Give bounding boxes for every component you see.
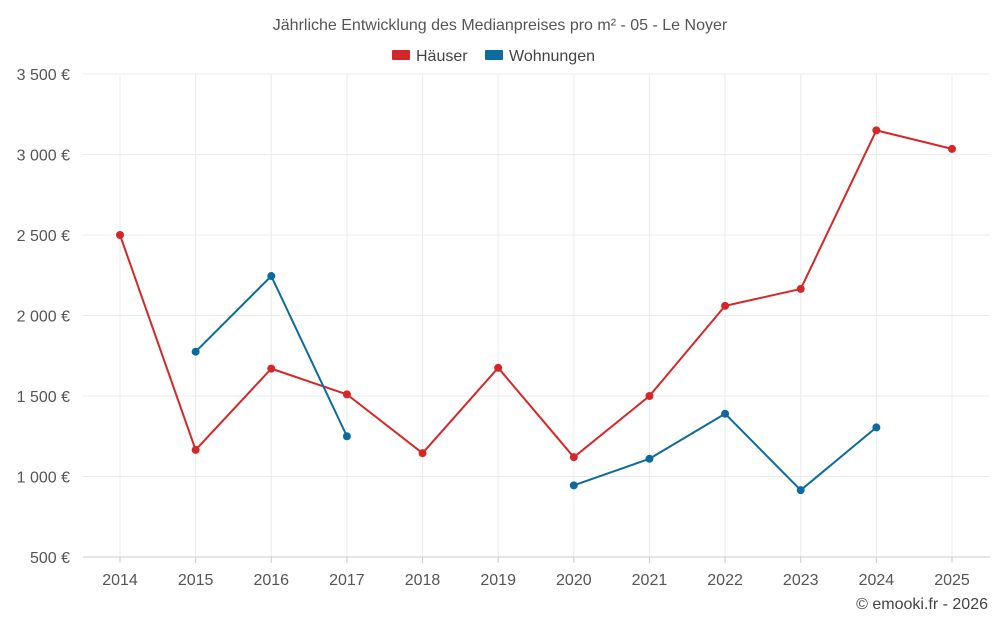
data-point[interactable] (872, 423, 881, 432)
x-tick-label: 2014 (102, 572, 138, 589)
x-tick-label: 2017 (329, 572, 365, 589)
x-tick-label: 2015 (178, 572, 214, 589)
series-layer (116, 126, 956, 495)
y-tick-label: 3 000 € (17, 148, 70, 165)
x-tick-label: 2016 (253, 572, 289, 589)
data-point[interactable] (796, 284, 805, 293)
data-point[interactable] (267, 364, 276, 373)
credit-text: © emooki.fr - 2026 (856, 596, 988, 613)
data-point[interactable] (191, 347, 200, 356)
series-line (119, 129, 953, 459)
chart-title: Jährliche Entwicklung des Medianpreises … (273, 17, 728, 34)
y-tick-label: 2 000 € (17, 309, 70, 326)
x-tick-label: 2024 (859, 572, 895, 589)
y-tick-label: 1 000 € (17, 470, 70, 487)
y-tick-label: 1 500 € (17, 389, 70, 406)
data-point[interactable] (872, 126, 881, 135)
axes: 500 € 1 000 € 1 500 € 2 000 € 2 500 € 3 000 €… (17, 67, 990, 589)
data-point[interactable] (191, 445, 200, 454)
data-point[interactable] (645, 454, 654, 463)
data-point[interactable] (796, 486, 805, 495)
y-tick-label: 500 € (30, 550, 70, 567)
x-tick-label: 2021 (632, 572, 668, 589)
data-point[interactable] (721, 409, 730, 418)
data-point[interactable] (418, 449, 427, 458)
grid (83, 73, 990, 558)
legend-label: Wohnungen (509, 48, 595, 65)
data-point[interactable] (116, 231, 124, 239)
legend-item[interactable]: Häuser (392, 48, 468, 65)
x-tick-label: 2022 (707, 572, 743, 589)
data-point[interactable] (342, 432, 351, 441)
data-point[interactable] (569, 453, 578, 462)
data-point[interactable] (948, 144, 956, 153)
legend-swatch (485, 50, 503, 60)
data-point[interactable] (569, 481, 578, 490)
y-tick-label: 2 500 € (17, 228, 70, 245)
x-tick-label: 2025 (934, 572, 970, 589)
series-wohnungen (191, 272, 881, 495)
legend: Häuser Wohnungen (392, 48, 595, 65)
data-point[interactable] (645, 392, 654, 400)
legend-label: Häuser (416, 48, 468, 65)
x-tick-label: 2018 (405, 572, 441, 589)
data-point[interactable] (721, 301, 730, 310)
data-point[interactable] (342, 390, 351, 399)
data-point[interactable] (494, 363, 503, 372)
series-haeuser (116, 126, 956, 462)
data-point[interactable] (267, 272, 276, 281)
x-tick-label: 2019 (480, 572, 516, 589)
x-tick-label: 2023 (783, 572, 819, 589)
x-tick-label: 2020 (556, 572, 592, 589)
legend-item[interactable]: Wohnungen (485, 48, 595, 65)
legend-swatch (392, 50, 410, 60)
y-tick-label: 3 500 € (17, 67, 70, 84)
